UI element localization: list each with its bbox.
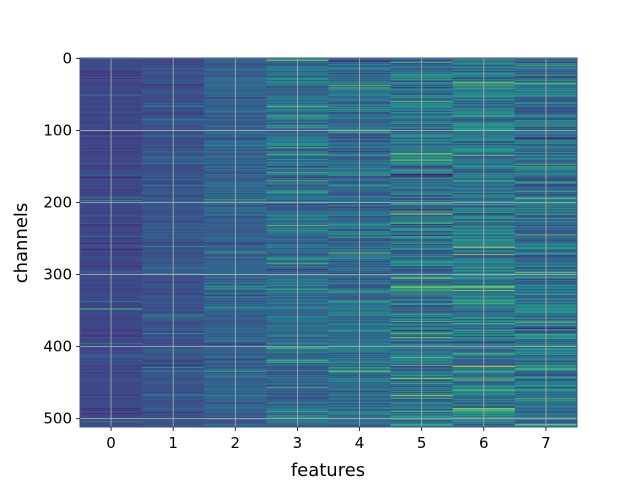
y-tick-label: 100 — [43, 121, 72, 139]
x-tick-label: 4 — [355, 434, 365, 452]
x-axis-label: features — [291, 460, 365, 480]
x-tick-label: 2 — [231, 434, 241, 452]
x-tick-label: 1 — [168, 434, 178, 452]
y-tick-label: 300 — [43, 266, 72, 284]
x-tick-label: 6 — [479, 434, 489, 452]
y-tick-label: 400 — [43, 338, 72, 356]
plot-frame — [79, 57, 578, 428]
x-axis: 0 1 2 3 4 5 6 7 — [106, 427, 551, 452]
heatmap-cells — [80, 58, 577, 427]
y-tick-label: 0 — [62, 49, 72, 67]
grid-lines — [80, 57, 577, 427]
y-tick-label: 200 — [43, 194, 72, 212]
x-tick-label: 5 — [417, 434, 427, 452]
y-tick-label: 500 — [43, 410, 72, 428]
y-axis: 0 100 200 300 400 500 — [43, 49, 80, 428]
x-tick-label: 3 — [293, 434, 303, 452]
x-tick-label: 0 — [106, 434, 116, 452]
y-axis-label: channels — [11, 203, 32, 284]
x-tick-label: 7 — [541, 434, 551, 452]
